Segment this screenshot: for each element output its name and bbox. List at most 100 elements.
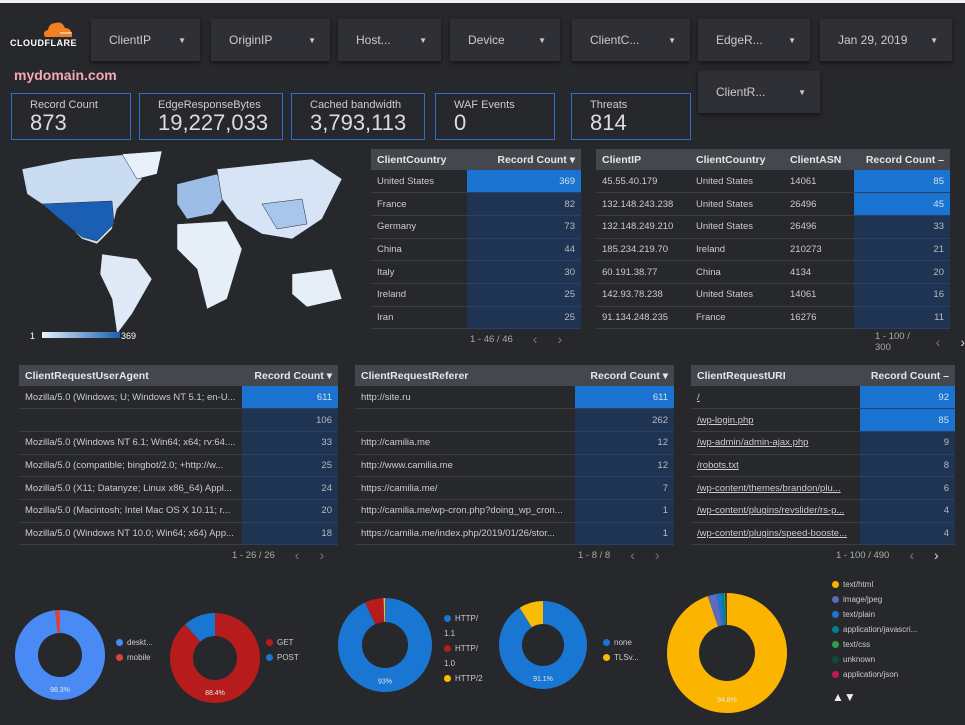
table-row[interactable]: /wp-login.php 85 (691, 408, 955, 432)
table-row[interactable]: 132.148.249.210 United States 26496 33 (596, 215, 950, 239)
table-row[interactable]: France 82 (371, 192, 581, 216)
legend-item[interactable]: application/javascri... (832, 622, 917, 637)
legend-item[interactable]: deskt... (116, 635, 153, 650)
table-row[interactable]: Germany 73 (371, 215, 581, 239)
filter-dropdown[interactable]: Device ▼ (450, 19, 560, 61)
prev-page-icon[interactable]: ‹ (294, 547, 300, 563)
column-header[interactable]: ClientCountry (690, 149, 784, 170)
table-row[interactable]: Iran 25 (371, 306, 581, 330)
filter-dropdown[interactable]: ClientIP ▼ (91, 19, 200, 61)
donut-slice[interactable] (169, 613, 260, 703)
next-page-icon[interactable]: › (557, 331, 563, 347)
table-row[interactable]: Mozilla/5.0 (X11; Datanyze; Linux x86_64… (19, 476, 338, 500)
legend-item[interactable]: image/jpeg (832, 592, 917, 607)
next-page-icon[interactable]: › (319, 547, 325, 563)
table-cell[interactable]: /robots.txt (691, 454, 860, 478)
column-header[interactable]: ClientRequestReferer (355, 365, 575, 386)
prev-page-icon[interactable]: ‹ (935, 334, 941, 350)
table-row[interactable]: 106 (19, 408, 338, 432)
legend-item[interactable]: none (603, 635, 639, 650)
column-header[interactable]: Record Count – (860, 365, 955, 386)
table-row[interactable]: https://camilia.me/7 (355, 476, 674, 500)
donut-slice[interactable] (15, 610, 106, 700)
table-row[interactable]: Mozilla/5.0 (Windows NT 6.1; Win64; x64;… (19, 431, 338, 455)
donut-slice[interactable] (725, 593, 727, 626)
donut-slice[interactable] (726, 593, 727, 626)
table-row[interactable]: 60.191.38.77 China 4134 20 (596, 260, 950, 284)
donut-slice[interactable] (519, 601, 543, 628)
table-row[interactable]: 45.55.40.179 United States 14061 85 (596, 170, 950, 194)
table-row[interactable]: Mozilla/5.0 (compatible; bingbot/2.0; +h… (19, 454, 338, 478)
table-row[interactable]: Ireland 25 (371, 283, 581, 307)
column-header[interactable]: Record Count ▾ (467, 149, 581, 170)
table-row[interactable]: /wp-admin/admin-ajax.php 9 (691, 431, 955, 455)
table-row[interactable]: http://site.ru 611 (355, 386, 674, 410)
table-cell[interactable]: / (691, 386, 860, 410)
legend-nav-arrows[interactable]: ▲▼ (832, 690, 856, 704)
column-header[interactable]: ClientASN (784, 149, 854, 170)
legend-item[interactable]: text/html (832, 577, 917, 592)
table-row[interactable]: China 44 (371, 238, 581, 262)
table-cell[interactable]: /wp-content/themes/brandon/plu... (691, 476, 860, 500)
table-row[interactable]: 142.93.78.238 United States 14061 16 (596, 283, 950, 307)
legend-item[interactable]: text/plain (832, 607, 917, 622)
column-header[interactable]: ClientRequestUserAgent (19, 365, 242, 386)
legend-item[interactable]: POST (266, 650, 299, 665)
legend-item[interactable]: HTTP/2 (444, 671, 484, 686)
table-row[interactable]: Mozilla/5.0 (Macintosh; Intel Mac OS X 1… (19, 499, 338, 523)
donut-slice[interactable] (185, 613, 215, 642)
prev-page-icon[interactable]: ‹ (909, 547, 915, 563)
donut-slice[interactable] (383, 598, 385, 623)
table-row[interactable]: /wp-content/plugins/revslider/rs-p... 4 (691, 499, 955, 523)
table-row[interactable]: 132.148.243.238 United States 26496 45 (596, 192, 950, 216)
table-cell[interactable]: /wp-login.php (691, 408, 860, 432)
column-header[interactable]: Record Count ▾ (575, 365, 674, 386)
donut-slice[interactable] (499, 601, 588, 689)
donut-slice[interactable] (337, 598, 432, 692)
prev-page-icon[interactable]: ‹ (630, 547, 635, 563)
legend-item[interactable]: text/css (832, 637, 917, 652)
filter-dropdown[interactable]: EdgeR... ▼ (698, 19, 810, 61)
next-page-icon[interactable]: › (934, 547, 939, 563)
column-header[interactable]: Record Count – (854, 149, 950, 170)
table-row[interactable]: http://www.camilia.me 12 (355, 454, 674, 478)
table-row[interactable]: 185.234.219.70 Ireland 210273 21 (596, 238, 950, 262)
table-cell[interactable]: /wp-admin/admin-ajax.php (691, 431, 860, 455)
table-row[interactable]: http://camilia.me/wp-cron.php?doing_wp_c… (355, 499, 674, 523)
table-row[interactable]: /wp-content/plugins/speed-booste... 4 (691, 522, 955, 546)
legend-item[interactable]: TLSv... (603, 650, 639, 665)
legend-item[interactable]: HTTP/ 1.1 (444, 611, 484, 641)
prev-page-icon[interactable]: ‹ (532, 331, 538, 347)
next-page-icon[interactable]: › (960, 334, 965, 350)
legend-item[interactable]: HTTP/ 1.0 (444, 641, 484, 671)
column-header[interactable]: Record Count ▾ (242, 365, 338, 386)
column-header[interactable]: ClientIP (596, 149, 690, 170)
table-row[interactable]: United States 369 (371, 170, 581, 194)
donut-slice[interactable] (716, 593, 725, 626)
donut-slice[interactable] (364, 598, 385, 625)
table-row[interactable]: /robots.txt 8 (691, 454, 955, 478)
legend-item[interactable]: mobile (116, 650, 153, 665)
table-row[interactable]: http://camilia.me 12 (355, 431, 674, 455)
filter-dropdown[interactable]: Jan 29, 2019 ▼ (820, 19, 952, 61)
table-row[interactable]: https://camilia.me/index.php/2019/01/26/… (355, 522, 674, 546)
donut-slice[interactable] (721, 593, 726, 626)
filter-dropdown[interactable]: OriginIP ▼ (211, 19, 330, 61)
legend-item[interactable]: GET (266, 635, 299, 650)
table-row[interactable]: Mozilla/5.0 (Windows NT 10.0; Win64; x64… (19, 522, 338, 546)
donut-slice[interactable] (667, 593, 788, 713)
table-row[interactable]: Mozilla/5.0 (Windows; U; Windows NT 5.1;… (19, 386, 338, 410)
filter-dropdown[interactable]: ClientR... ▼ (698, 71, 820, 113)
filter-dropdown[interactable]: ClientC... ▼ (572, 19, 690, 61)
table-cell[interactable]: /wp-content/plugins/revslider/rs-p... (691, 499, 860, 523)
table-row[interactable]: Italy 30 (371, 260, 581, 284)
donut-slice[interactable] (55, 610, 60, 634)
table-cell[interactable]: /wp-content/plugins/speed-booste... (691, 522, 860, 546)
column-header[interactable]: ClientCountry (371, 149, 467, 170)
column-header[interactable]: ClientRequestURI (691, 365, 860, 386)
table-row[interactable]: /92 (691, 386, 955, 410)
legend-item[interactable]: unknown (832, 652, 917, 667)
table-row[interactable]: 91.134.248.235 France 16276 11 (596, 306, 950, 330)
donut-slice[interactable] (723, 593, 727, 626)
legend-item[interactable]: application/json (832, 667, 917, 682)
